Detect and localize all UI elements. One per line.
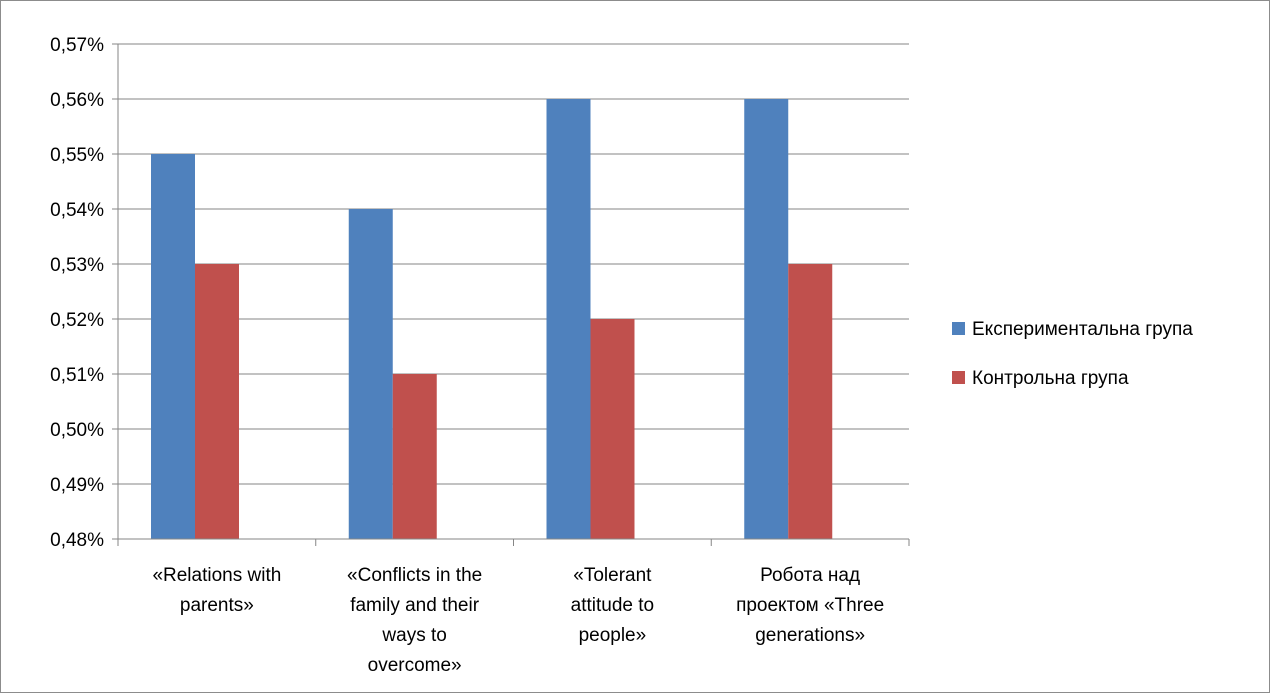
x-category-labels: «Relations with parents» «Conflicts in the… xyxy=(152,565,884,676)
bar-control xyxy=(590,319,635,539)
legend: Експериментальна група Контрольна група xyxy=(952,319,1193,389)
legend-label: Контрольна група xyxy=(972,368,1129,389)
y-tick-labels: 0,48% 0,49% 0,50% 0,51% 0,52% 0,53% 0,54% 0,55%… xyxy=(50,35,104,551)
legend-swatch xyxy=(952,322,965,335)
bar-experimental xyxy=(151,154,195,539)
x-category-label: «Conflicts in the family and their ways to… xyxy=(347,565,482,676)
bar-control xyxy=(788,264,833,539)
bar-experimental xyxy=(546,99,591,539)
y-tick-label: 0,51% xyxy=(50,365,104,386)
x-category-label: «Relations with parents» xyxy=(152,565,281,616)
y-tick-label: 0,57% xyxy=(50,35,104,56)
y-tick-label: 0,49% xyxy=(50,475,104,496)
legend-label: Експериментальна група xyxy=(972,319,1193,340)
bar-experimental xyxy=(348,209,393,539)
gridlines xyxy=(118,43,909,485)
y-tick-label: 0,50% xyxy=(50,420,104,441)
y-tick-label: 0,55% xyxy=(50,145,104,166)
bars xyxy=(151,99,833,539)
y-tick-label: 0,48% xyxy=(50,530,104,551)
y-tick-label: 0,53% xyxy=(50,255,104,276)
x-category-label: Робота над проектом «Three generations» xyxy=(736,565,884,646)
bar-control xyxy=(392,374,437,539)
axes xyxy=(112,43,910,546)
legend-swatch xyxy=(952,371,965,384)
bar-control xyxy=(195,264,239,539)
y-tick-label: 0,52% xyxy=(50,310,104,331)
y-tick-label: 0,56% xyxy=(50,90,104,111)
x-category-label: «Tolerant attitude to people» xyxy=(571,565,654,646)
bar-experimental xyxy=(744,99,789,539)
y-tick-label: 0,54% xyxy=(50,200,104,221)
